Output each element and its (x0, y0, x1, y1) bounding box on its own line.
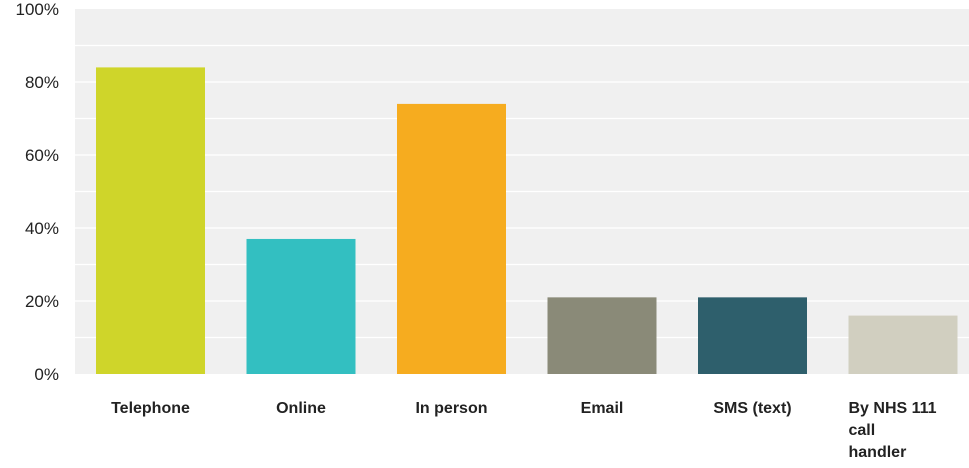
gridlines (75, 44, 969, 339)
x-axis: Telephone Online In person Email SMS (text) B… (111, 400, 937, 461)
y-tick-label: 0% (34, 365, 59, 384)
y-tick-label: 80% (25, 73, 59, 92)
y-axis: 0% 20% 40% 60% 80% 100% (16, 0, 59, 384)
x-tick-label: By NHS 111 call handler (849, 400, 937, 461)
bar-email (547, 297, 657, 374)
bar-telephone (96, 67, 205, 375)
y-tick-label: 40% (25, 219, 59, 238)
x-tick-label: Email (581, 400, 624, 417)
x-tick-label: SMS (text) (713, 400, 791, 417)
bar-online (246, 238, 356, 374)
y-tick-label: 100% (16, 0, 59, 19)
x-tick-label: In person (415, 400, 487, 417)
bar-by-nhs-111-call-handler (848, 315, 958, 374)
y-tick-label: 60% (25, 146, 59, 165)
bars (96, 67, 958, 375)
bar-sms-text (698, 297, 807, 374)
bar-in-person (397, 103, 506, 375)
y-tick-label: 20% (25, 292, 59, 311)
x-tick-label: Telephone (111, 400, 190, 417)
x-tick-label: Online (276, 400, 326, 417)
